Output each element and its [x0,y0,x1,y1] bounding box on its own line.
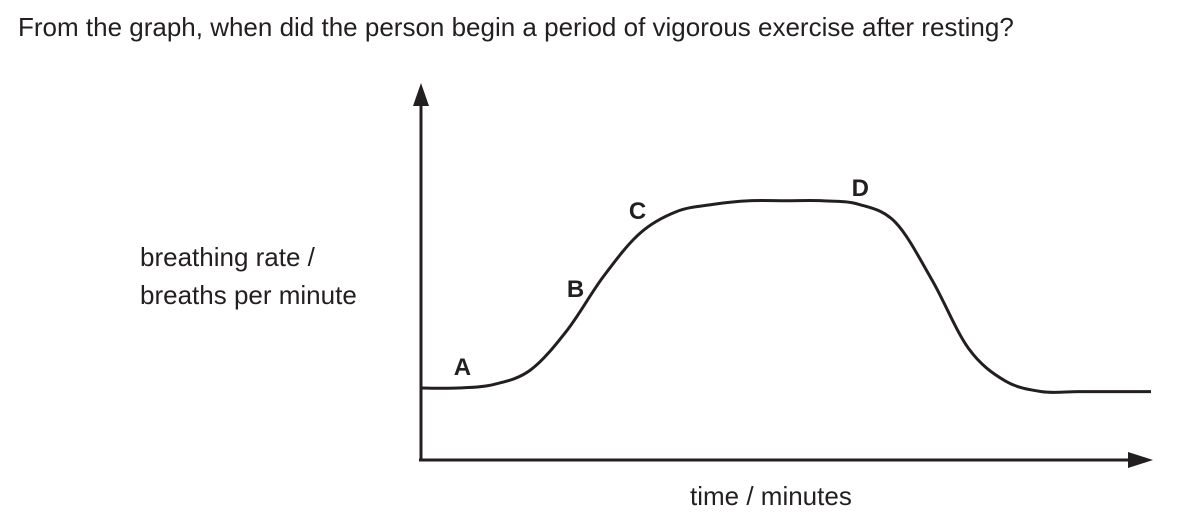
point-label-b: B [567,276,584,303]
point-labels: A B C D [454,175,869,381]
x-axis-arrow [1128,452,1153,468]
point-label-c: C [629,198,646,225]
y-axis-label-line-1: breathing rate / [140,242,315,272]
point-label-a: A [454,354,471,381]
y-axis-label-line-2: breaths per minute [140,280,357,310]
y-axis-arrow [413,83,429,106]
question-text: From the graph, when did the person begi… [18,12,1014,42]
y-axis-label: breathing rate / breaths per minute [140,238,357,314]
point-label-d: D [852,175,869,202]
x-axis-label: time / minutes [690,481,852,511]
breathing-rate-line [420,199,1151,394]
